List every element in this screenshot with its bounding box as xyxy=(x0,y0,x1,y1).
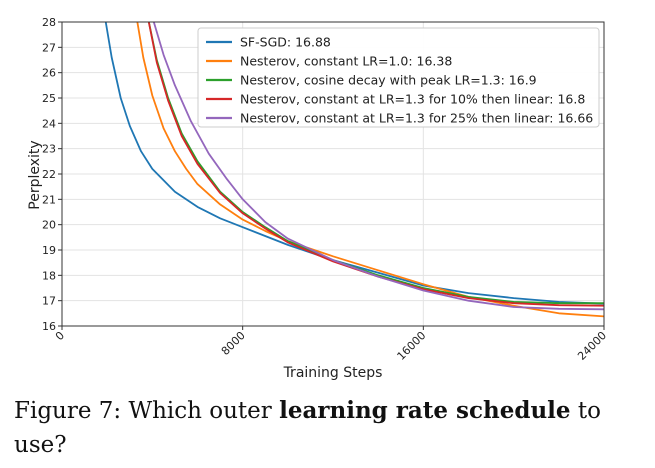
x-tick-label: 16000 xyxy=(395,329,429,363)
y-tick-label: 19 xyxy=(42,244,56,257)
x-tick-label: 0 xyxy=(53,329,67,343)
x-tick-label: 24000 xyxy=(575,329,609,363)
legend-label-2: Nesterov, constant LR=1.0: 16.38 xyxy=(240,54,452,69)
legend-label-5: Nesterov, constant at LR=1.3 for 25% the… xyxy=(240,111,593,126)
caption-bold: learning rate schedule xyxy=(279,397,571,424)
y-tick-label: 21 xyxy=(42,193,56,206)
series-line-5 xyxy=(152,22,604,311)
y-tick-label: 16 xyxy=(42,320,56,333)
series-line-1 xyxy=(104,22,604,305)
y-tick-label: 26 xyxy=(42,67,56,80)
caption-prefix: Figure 7: Which outer xyxy=(14,398,280,424)
legend: SF-SGD: 16.88 Nesterov, constant LR=1.0: … xyxy=(197,27,600,128)
y-tick-label: 22 xyxy=(42,168,56,181)
y-tick-label: 25 xyxy=(42,92,56,105)
x-axis-title: Training Steps xyxy=(283,365,383,381)
y-tick-label: 24 xyxy=(42,117,56,130)
legend-label-4: Nesterov, constant at LR=1.3 for 10% the… xyxy=(240,92,585,107)
y-axis-title: Perplexity xyxy=(27,140,43,209)
legend-label-3: Nesterov, cosine decay with peak LR=1.3:… xyxy=(240,73,537,88)
caption-suffix: to use? xyxy=(14,398,601,458)
legend-box xyxy=(197,27,600,128)
y-axis-ticks: 16 17 18 19 20 21 22 23 24 25 26 27 28 xyxy=(42,16,62,333)
y-tick-label: 23 xyxy=(42,143,56,156)
x-tick-label: 8000 xyxy=(219,329,248,358)
x-axis-ticks: 0 8000 16000 24000 xyxy=(53,326,609,363)
y-tick-label: 17 xyxy=(42,295,56,308)
line-chart: 16 17 18 19 20 21 22 23 24 25 26 27 28 0 8000 16000 240… xyxy=(27,16,609,381)
series-lines xyxy=(104,22,604,318)
y-tick-label: 20 xyxy=(42,219,56,232)
figure-caption: Figure 7: Which outer learning rate sche… xyxy=(14,394,648,462)
y-tick-label: 18 xyxy=(42,269,56,282)
y-tick-label: 28 xyxy=(42,16,56,29)
legend-label-1: SF-SGD: 16.88 xyxy=(240,35,331,50)
y-tick-label: 27 xyxy=(42,41,56,54)
series-line-4 xyxy=(147,22,604,307)
